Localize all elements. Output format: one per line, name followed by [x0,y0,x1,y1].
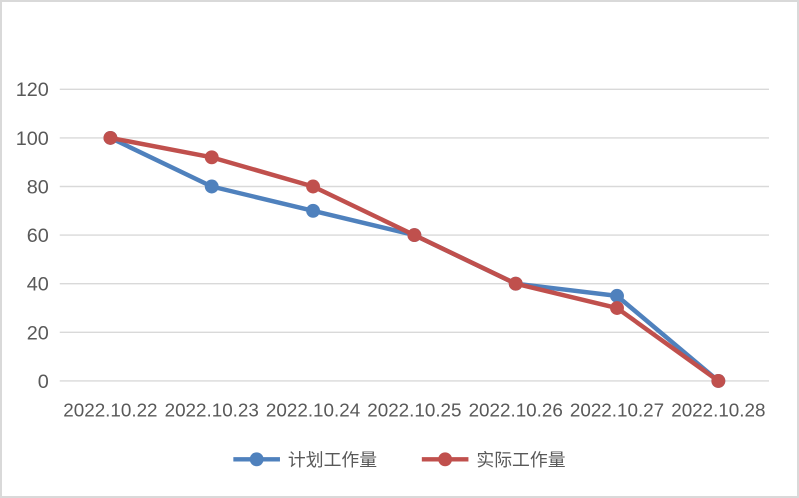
y-axis-tick-label: 100 [16,128,49,150]
data-point-series-1 [306,203,321,218]
y-axis-tick-label: 20 [27,322,49,344]
data-point-series-1 [204,179,219,194]
data-point-series-2 [103,130,118,145]
data-point-series-2 [306,179,321,194]
y-axis-tick-label: 0 [38,371,49,393]
series-line-1 [108,135,721,384]
series-line-2 [108,135,721,384]
legend-label: 实际工作量 [476,450,565,470]
data-point-series-2 [711,373,726,388]
data-point-series-2 [407,228,422,243]
x-axis-tick-label: 2022.10.26 [469,400,563,421]
y-axis-tick-label: 80 [27,176,49,198]
data-point-series-2 [508,276,523,291]
legend-marker-point [438,452,453,467]
x-axis-tick-label: 2022.10.23 [165,400,259,421]
x-axis-tick-label: 2022.10.25 [367,400,461,421]
legend-label: 计划工作量 [288,450,377,470]
x-axis-tick-label: 2022.10.22 [63,400,157,421]
x-axis-tick-label: 2022.10.28 [671,400,765,421]
x-axis-tick-label: 2022.10.27 [570,400,664,421]
y-axis-tick-label: 120 [16,79,49,101]
legend-marker-point [249,452,264,467]
data-point-series-2 [610,301,624,315]
y-axis-tick-label: 40 [27,274,49,296]
data-point-series-2 [204,150,219,165]
y-axis-tick-label: 60 [27,225,49,247]
data-point-series-1 [610,288,624,303]
x-axis-tick-label: 2022.10.24 [266,400,360,421]
